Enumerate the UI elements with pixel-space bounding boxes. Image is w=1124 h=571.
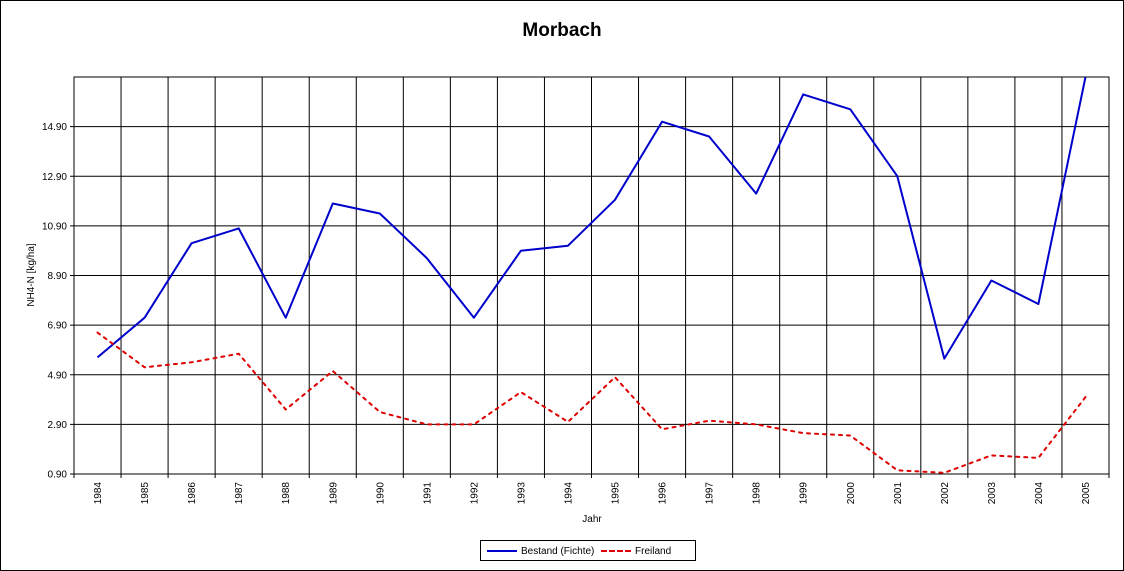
plot-border (73, 76, 1110, 475)
legend-label-bestand: Bestand (Fichte) (521, 545, 595, 557)
x-tick-label: 1998 (752, 482, 763, 505)
y-tick-label: 0.90 (48, 470, 68, 481)
x-tick-label: 1999 (799, 482, 810, 505)
y-axis-label: NH4-N [kg/ha] (26, 243, 37, 307)
x-axis-label: Jahr (582, 514, 602, 525)
y-tick-label: 8.90 (48, 271, 68, 282)
x-tick-label: 1985 (140, 482, 151, 505)
legend-label-freiland: Freiland (635, 545, 672, 557)
legend-item-freiland: Freiland (601, 545, 671, 557)
y-tick-label: 10.90 (42, 221, 67, 232)
legend: Bestand (Fichte) Freiland (480, 540, 696, 561)
chart-title: Morbach (522, 20, 602, 41)
x-tick-label: 2005 (1081, 482, 1092, 505)
y-tick-label: 12.90 (42, 172, 67, 183)
grid-layer (73, 77, 1110, 475)
x-tick-label: 1984 (93, 482, 104, 505)
x-tick-label: 2001 (893, 482, 904, 505)
x-tick-label: 1994 (563, 482, 574, 505)
x-tick-label: 1992 (469, 482, 480, 505)
x-tick-label: 1996 (658, 482, 669, 505)
y-tick-label: 14.90 (42, 122, 67, 133)
x-tick-label: 1990 (375, 482, 386, 505)
y-tick-label: 6.90 (48, 321, 68, 332)
x-tick-label: 2004 (1034, 482, 1045, 505)
x-tick-label: 2002 (940, 482, 951, 505)
legend-swatch-freiland (601, 550, 631, 552)
legend-item-bestand: Bestand (Fichte) (487, 545, 594, 557)
x-tick-label: 1991 (422, 482, 433, 505)
x-tick-label: 1997 (705, 482, 716, 505)
x-tick-label: 1995 (611, 482, 622, 505)
x-tick-label: 2000 (846, 482, 857, 505)
legend-swatch-bestand (487, 550, 517, 552)
x-tick-label: 1986 (187, 482, 198, 505)
series-layer (96, 76, 1087, 474)
x-tick-label: 1988 (281, 482, 292, 505)
x-tick-label: 1989 (328, 482, 339, 505)
y-tick-label: 4.90 (48, 370, 68, 381)
x-tick-label: 2003 (987, 482, 998, 505)
x-tick-label: 1993 (516, 482, 527, 505)
y-tick-label: 2.90 (48, 420, 68, 431)
axis-layer: 0.90 2.90 4.90 6.90 8.90 10.90 12.90 14.90 1984 1… (42, 76, 1110, 505)
x-tick-label: 1987 (234, 482, 245, 505)
series-line-bestand (96, 76, 1087, 360)
